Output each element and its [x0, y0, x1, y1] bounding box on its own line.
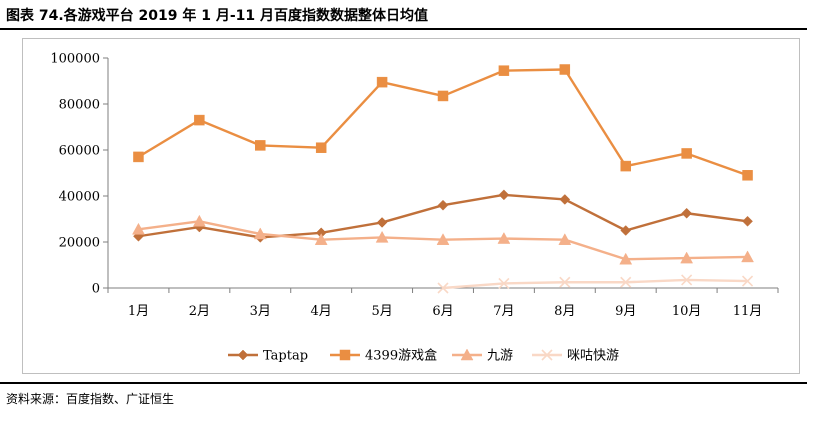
series-line — [137, 68, 748, 177]
legend-marker — [237, 349, 249, 361]
legend-label: 4399游戏盒 — [365, 348, 437, 364]
data-point — [437, 90, 449, 102]
legend: Taptap 4399游戏盒 九游 咪咕快游 — [228, 348, 619, 364]
data-point — [742, 215, 753, 227]
data-point — [742, 170, 753, 181]
x-tick-label: 10月 — [672, 304, 702, 319]
data-point — [559, 276, 571, 288]
data-point — [620, 160, 631, 172]
data-point — [620, 276, 632, 288]
y-tick-label: 40000 — [59, 190, 100, 205]
y-tick-label: 80000 — [59, 98, 100, 113]
data-point — [376, 217, 388, 228]
x-tick-label: 1月 — [128, 304, 149, 319]
legend-item: 咪咕快游 — [532, 348, 619, 364]
source-note: 资料来源：百度指数、广证恒生 — [6, 392, 175, 406]
chart-frame — [22, 38, 800, 374]
data-point — [315, 142, 327, 153]
data-point — [437, 282, 449, 294]
x-tick-label: 4月 — [311, 304, 332, 319]
data-point — [194, 114, 205, 126]
data-point — [559, 64, 571, 75]
series-layer — [132, 64, 754, 294]
data-point — [132, 222, 145, 235]
x-tick-label: 6月 — [432, 304, 453, 319]
data-point — [619, 252, 633, 265]
y-axis: 0 20000 40000 60000 80000 100000 — [50, 52, 109, 297]
data-point — [559, 194, 571, 205]
data-point — [558, 233, 572, 245]
data-point — [681, 148, 692, 159]
series-2 — [132, 214, 754, 265]
data-point — [620, 225, 632, 236]
data-point — [133, 151, 144, 163]
series-3 — [437, 274, 754, 294]
x-axis: 1月 2月 3月 4月 5月 6月 7月 8月 9月 10月 11月 — [107, 287, 779, 319]
title-rule — [0, 28, 807, 30]
y-tick-label: 0 — [92, 282, 100, 297]
data-point — [375, 230, 389, 243]
data-point — [741, 250, 754, 263]
x-tick-label: 5月 — [371, 304, 392, 319]
data-point — [681, 207, 692, 219]
chart-title: 图表 74.各游戏平台 2019 年 1 月-11 月百度指数数据整体日均值 — [6, 8, 429, 24]
data-point — [376, 76, 388, 88]
x-tick-label: 11月 — [733, 304, 763, 319]
legend-item: Taptap — [228, 349, 308, 364]
y-tick-label: 100000 — [50, 52, 100, 67]
data-point — [498, 65, 510, 76]
x-tick-label: 3月 — [250, 304, 271, 319]
data-point — [497, 232, 511, 244]
series-line — [442, 278, 748, 290]
legend-marker — [339, 349, 351, 361]
data-point — [436, 233, 450, 245]
data-point — [314, 233, 328, 245]
footer-rule — [0, 382, 807, 384]
legend-marker — [541, 349, 553, 361]
data-point — [680, 251, 694, 264]
data-point — [741, 275, 754, 287]
data-point — [253, 227, 267, 240]
series-1 — [133, 64, 753, 181]
legend-marker — [460, 348, 474, 361]
legend-item: 4399游戏盒 — [330, 348, 437, 364]
data-point — [192, 214, 206, 227]
x-tick-label: 9月 — [615, 304, 636, 319]
legend-label: Taptap — [263, 349, 308, 364]
legend-label: 咪咕快游 — [567, 348, 619, 364]
legend-label: 九游 — [487, 349, 513, 364]
x-tick-label: 7月 — [493, 304, 514, 319]
data-point — [255, 140, 266, 151]
x-tick-label: 8月 — [554, 304, 575, 319]
data-point — [681, 274, 693, 286]
data-point — [437, 199, 449, 211]
x-tick-label: 2月 — [189, 304, 210, 319]
y-tick-label: 20000 — [59, 236, 100, 251]
y-tick-label: 60000 — [59, 144, 100, 159]
data-point — [498, 189, 510, 201]
data-point — [498, 277, 510, 289]
legend-item: 九游 — [452, 348, 513, 364]
